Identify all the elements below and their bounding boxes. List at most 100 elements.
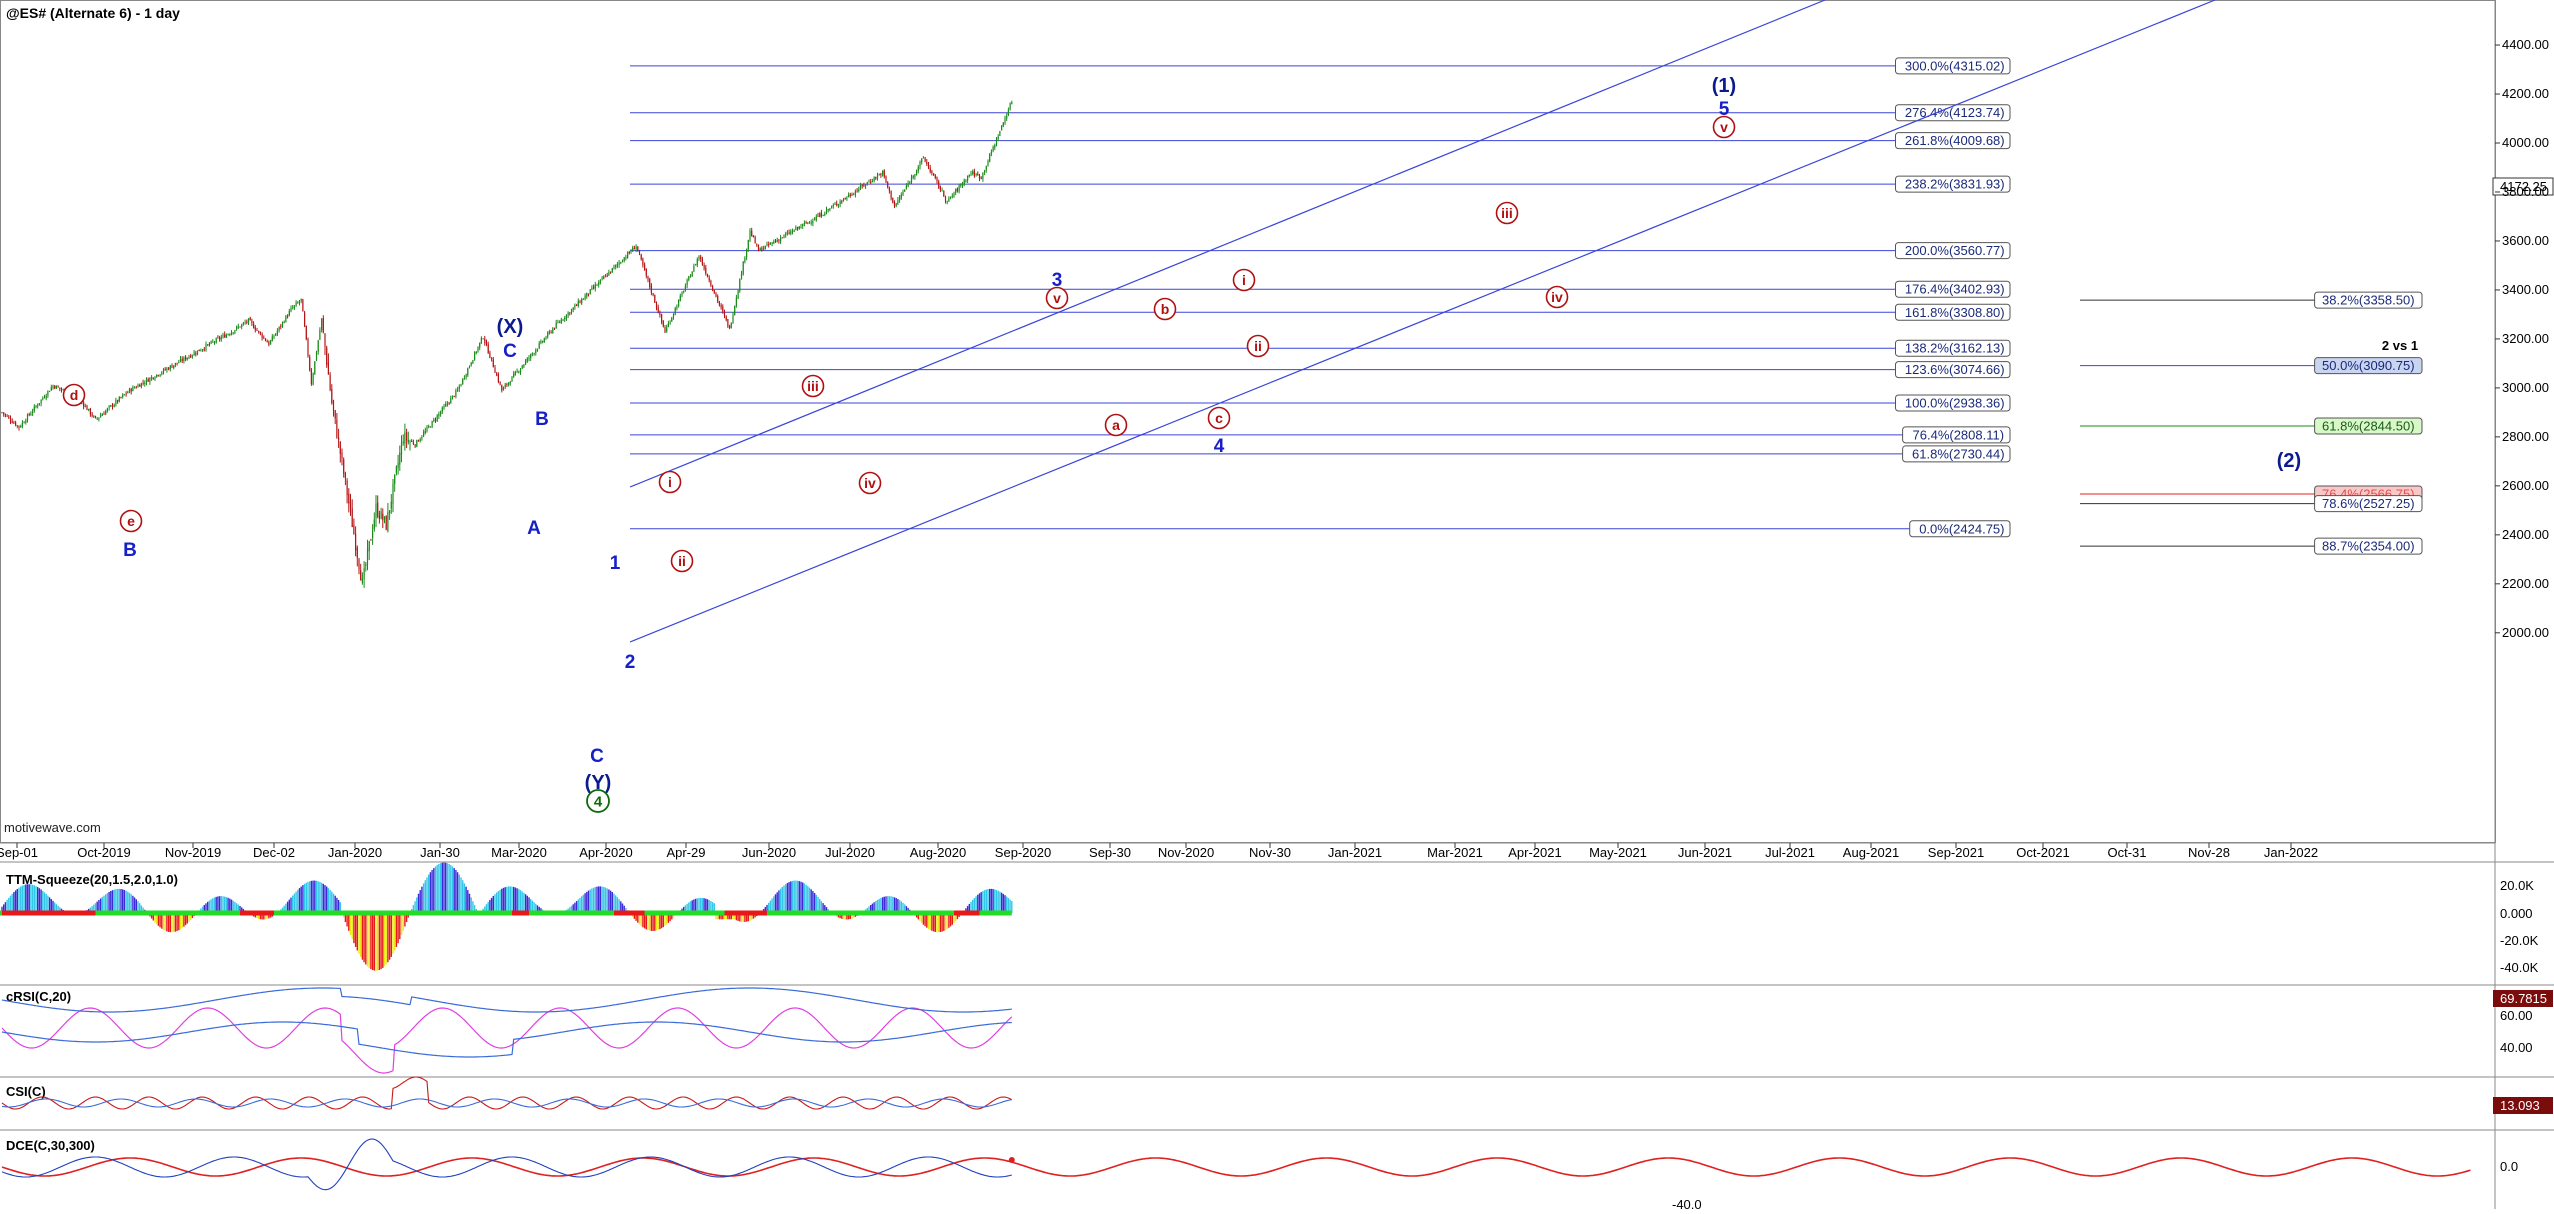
candle-body [967, 176, 968, 181]
squeeze-bar [459, 875, 460, 913]
squeeze-bar [590, 889, 591, 913]
candle-body [318, 341, 319, 352]
candle-body [20, 426, 21, 427]
candle-body [127, 392, 128, 393]
dce-panel-title: DCE(C,30,300) [6, 1138, 95, 1153]
candle-body [743, 262, 744, 274]
candle-body [683, 291, 684, 292]
candle-body [583, 299, 584, 300]
squeeze-bar [991, 889, 992, 913]
candle-body [454, 396, 455, 397]
squeeze-bar [975, 896, 976, 913]
candle-body [284, 322, 285, 323]
candle-body [588, 294, 589, 295]
squeeze-bar [39, 888, 40, 913]
candle-body [313, 374, 314, 385]
candle-body [1, 412, 2, 413]
candle-body [732, 315, 733, 323]
candle-body [180, 359, 181, 362]
candle-body [331, 389, 332, 403]
candle-body [749, 230, 750, 240]
price-tick-label: 3200.00 [2502, 331, 2549, 346]
squeeze-bar [301, 887, 302, 913]
squeeze-bar [384, 913, 385, 966]
candle-body [335, 410, 336, 418]
candle-body [481, 338, 482, 343]
candle-body [392, 484, 393, 504]
squeeze-bar [386, 913, 387, 964]
candle-body [772, 242, 773, 243]
squeeze-bar [380, 913, 381, 969]
candle-body [959, 185, 960, 191]
candle-body [404, 432, 405, 443]
price-tick-label: 2800.00 [2502, 429, 2549, 444]
squeeze-bar [887, 896, 888, 913]
squeeze-bar [438, 864, 439, 913]
candle-body [63, 389, 64, 390]
squeeze-bar [794, 881, 795, 913]
squeeze-bar [32, 885, 33, 913]
candle-body [160, 374, 161, 375]
squeeze-bar [358, 913, 359, 954]
time-tick-label: May-2021 [1589, 845, 1647, 860]
squeeze-bar [591, 889, 592, 913]
candle-body [58, 387, 59, 388]
candle-body [95, 416, 96, 418]
candle-body [984, 170, 985, 172]
candle-body [855, 191, 856, 194]
candle-body [102, 414, 103, 416]
squeeze-bar [494, 894, 495, 913]
candle-body [899, 198, 900, 200]
squeeze-bar [930, 913, 931, 930]
squeeze-bar [778, 890, 779, 913]
fib-label: 138.2%(3162.13) [1905, 341, 2005, 356]
squeeze-bar [329, 890, 330, 913]
time-tick-label: Nov-2019 [165, 845, 221, 860]
candle-body [539, 343, 540, 348]
candle-body [790, 232, 791, 234]
candle-body [702, 259, 703, 265]
squeeze-bar [379, 913, 380, 970]
candle-body [406, 432, 407, 440]
squeeze-bar [221, 896, 222, 913]
squeeze-bar [29, 884, 30, 913]
candle-body [664, 327, 665, 332]
candle-body [753, 236, 754, 237]
candle-body [807, 222, 808, 224]
candle-body [506, 384, 507, 385]
candle-body [476, 352, 477, 353]
candle-body [421, 437, 422, 438]
candle-body [998, 137, 999, 139]
candle-body [814, 219, 815, 220]
dce-tick-1: 0.0 [2500, 1159, 2518, 1174]
candle-body [428, 426, 429, 427]
crsi-upper-band [2, 988, 1012, 1012]
candle-body [979, 174, 980, 178]
candle-body [262, 334, 263, 338]
wave-label: (1) [1712, 75, 1736, 97]
squeeze-bar [352, 913, 353, 939]
crsi-panel-title: cRSI(C,20) [6, 989, 71, 1004]
chart-frame [1, 1, 2496, 843]
squeeze-bar [331, 892, 332, 913]
squeeze-panel-title: TTM-Squeeze(20,1.5,2.0,1.0) [6, 872, 178, 887]
candle-body [824, 213, 825, 215]
candle-body [112, 405, 113, 407]
candle-body [345, 473, 346, 478]
squeeze-bar [787, 883, 788, 913]
squeeze-bar [333, 894, 334, 913]
candle-body [989, 154, 990, 161]
squeeze-bar [433, 868, 434, 913]
squeeze-bar [34, 885, 35, 913]
candle-body [131, 389, 132, 391]
squeeze-bar [348, 913, 349, 931]
squeeze-bar [25, 884, 26, 913]
time-tick-label: Jul-2020 [825, 845, 875, 860]
wave-label: (X) [497, 316, 524, 338]
candle-body [897, 200, 898, 204]
candle-body [182, 359, 183, 361]
candle-body [768, 244, 769, 245]
candle-body [697, 259, 698, 265]
candle-body [343, 459, 344, 473]
